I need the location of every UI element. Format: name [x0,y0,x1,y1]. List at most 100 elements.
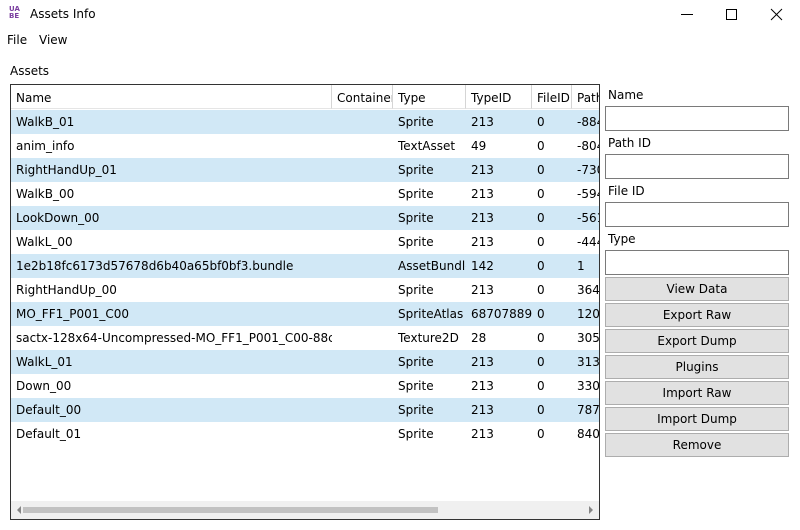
scroll-left-arrow[interactable] [17,506,21,514]
table-cell: WalkL_00 [16,235,73,249]
table-cell: 0 [537,163,545,177]
table-cell: Sprite [398,355,434,369]
table-cell: WalkB_01 [16,115,75,129]
table-row[interactable]: Down_00 Sprite 213 0 3305 [11,374,599,398]
table-row[interactable]: Default_01 Sprite 213 0 8409 [11,422,599,446]
table-cell: 213 [471,379,494,393]
table-cell: 0 [537,259,545,273]
table-cell: -804 [577,139,599,153]
assets-label: Assets [10,64,50,78]
table-cell: 7870 [577,403,599,417]
table-cell: 0 [537,355,545,369]
table-cell: 0 [537,403,545,417]
button[interactable]: Import Raw [605,381,789,405]
table-cell: -884 [577,115,599,129]
column-header[interactable]: Path [572,85,599,109]
table-row[interactable]: WalkL_01 Sprite 213 0 3131 [11,350,599,374]
table-row[interactable]: RightHandUp_01 Sprite 213 0 -730 [11,158,599,182]
assets-table[interactable]: NameContainerTypeTypeIDFileIDPathWalkB_0… [10,84,600,520]
table-cell: Sprite [398,427,434,441]
table-cell: 3646 [577,283,599,297]
table-row[interactable]: WalkL_00 Sprite 213 0 -444 [11,230,599,254]
column-header[interactable]: FileID [532,85,572,109]
table-cell: Sprite [398,235,434,249]
text-box[interactable] [605,154,789,179]
table-cell: 0 [537,283,545,297]
field-label: File ID [608,184,645,198]
table-cell: MO_FF1_P001_C00 [16,307,130,321]
table-cell: 213 [471,187,494,201]
table-cell: 0 [537,427,545,441]
table-cell: 213 [471,211,494,225]
table-row[interactable]: 1e2b18fc6173d57678d6b40a65bf0bf3.bundle A… [11,254,599,278]
table-cell: Sprite [398,211,434,225]
table-cell: 213 [471,403,494,417]
table-cell: 0 [537,187,545,201]
button[interactable]: Remove [605,433,789,457]
table-cell: 213 [471,235,494,249]
table-cell: 213 [471,427,494,441]
table-cell: Texture2D [398,331,459,345]
field-label: Path ID [608,136,651,150]
table-cell: 8409 [577,427,599,441]
table-cell: Sprite [398,115,434,129]
table-cell: 3058 [577,331,599,345]
table-cell: 0 [537,115,545,129]
table-row[interactable]: LookDown_00 Sprite 213 0 -561 [11,206,599,230]
column-header[interactable]: TypeID [466,85,532,109]
table-cell: 28 [471,331,487,345]
table-cell: 0 [537,379,545,393]
table-cell: RightHandUp_00 [16,283,117,297]
table-row[interactable]: sactx-128x64-Uncompressed-MO_FF1_P001_C0… [11,326,599,350]
table-cell: 1e2b18fc6173d57678d6b40a65bf0bf3.bundle [16,259,294,273]
column-header[interactable]: Container [332,85,393,109]
table-cell: Sprite [398,283,434,297]
table-cell: sactx-128x64-Uncompressed-MO_FF1_P001_C0… [16,331,332,345]
table-cell: 3305 [577,379,599,393]
text-box[interactable] [605,202,789,227]
table-row[interactable]: WalkB_00 Sprite 213 0 -594 [11,182,599,206]
button[interactable]: View Data [605,277,789,301]
table-cell: Default_01 [16,427,82,441]
table-row[interactable]: MO_FF1_P001_C00 SpriteAtlas 687078895 0 1205 [11,302,599,326]
table-row[interactable]: RightHandUp_00 Sprite 213 0 3646 [11,278,599,302]
scroll-thumb[interactable] [23,507,438,513]
maximize-button[interactable] [726,9,737,20]
close-button[interactable] [770,8,783,21]
table-row[interactable]: Default_00 Sprite 213 0 7870 [11,398,599,422]
field-label: Name [608,88,644,102]
menu-item[interactable]: View [39,33,68,47]
scroll-right-arrow[interactable] [589,506,593,514]
column-header[interactable]: Type [393,85,466,109]
table-cell: TextAsset [398,139,456,153]
table-cell: 1205 [577,307,599,321]
table-cell: 3131 [577,355,599,369]
table-cell: -730 [577,163,599,177]
table-cell: 0 [537,331,545,345]
menu-item[interactable]: File [7,33,28,47]
button[interactable]: Plugins [605,355,789,379]
table-cell: -594 [577,187,599,201]
button[interactable]: Export Raw [605,303,789,327]
table-cell: Sprite [398,403,434,417]
table-cell: 687078895 [471,307,532,321]
window-controls[interactable] [660,0,800,30]
table-cell: -561 [577,211,599,225]
table-cell: 213 [471,115,494,129]
table-row[interactable]: anim_info TextAsset 49 0 -804 [11,134,599,158]
horizontal-scrollbar[interactable] [11,501,599,519]
table-cell: -444 [577,235,599,249]
column-header[interactable]: Name [11,85,332,109]
table-cell: LookDown_00 [16,211,100,225]
text-box[interactable] [605,106,789,131]
window-title: Assets Info [30,7,96,21]
table-cell: 1 [577,259,585,273]
text-box[interactable] [605,250,789,275]
button[interactable]: Export Dump [605,329,789,353]
button[interactable]: Import Dump [605,407,789,431]
table-cell: AssetBundle [398,259,466,273]
table-cell: 213 [471,283,494,297]
table-row[interactable]: WalkB_01 Sprite 213 0 -884 [11,110,599,134]
table-cell: WalkL_01 [16,355,73,369]
